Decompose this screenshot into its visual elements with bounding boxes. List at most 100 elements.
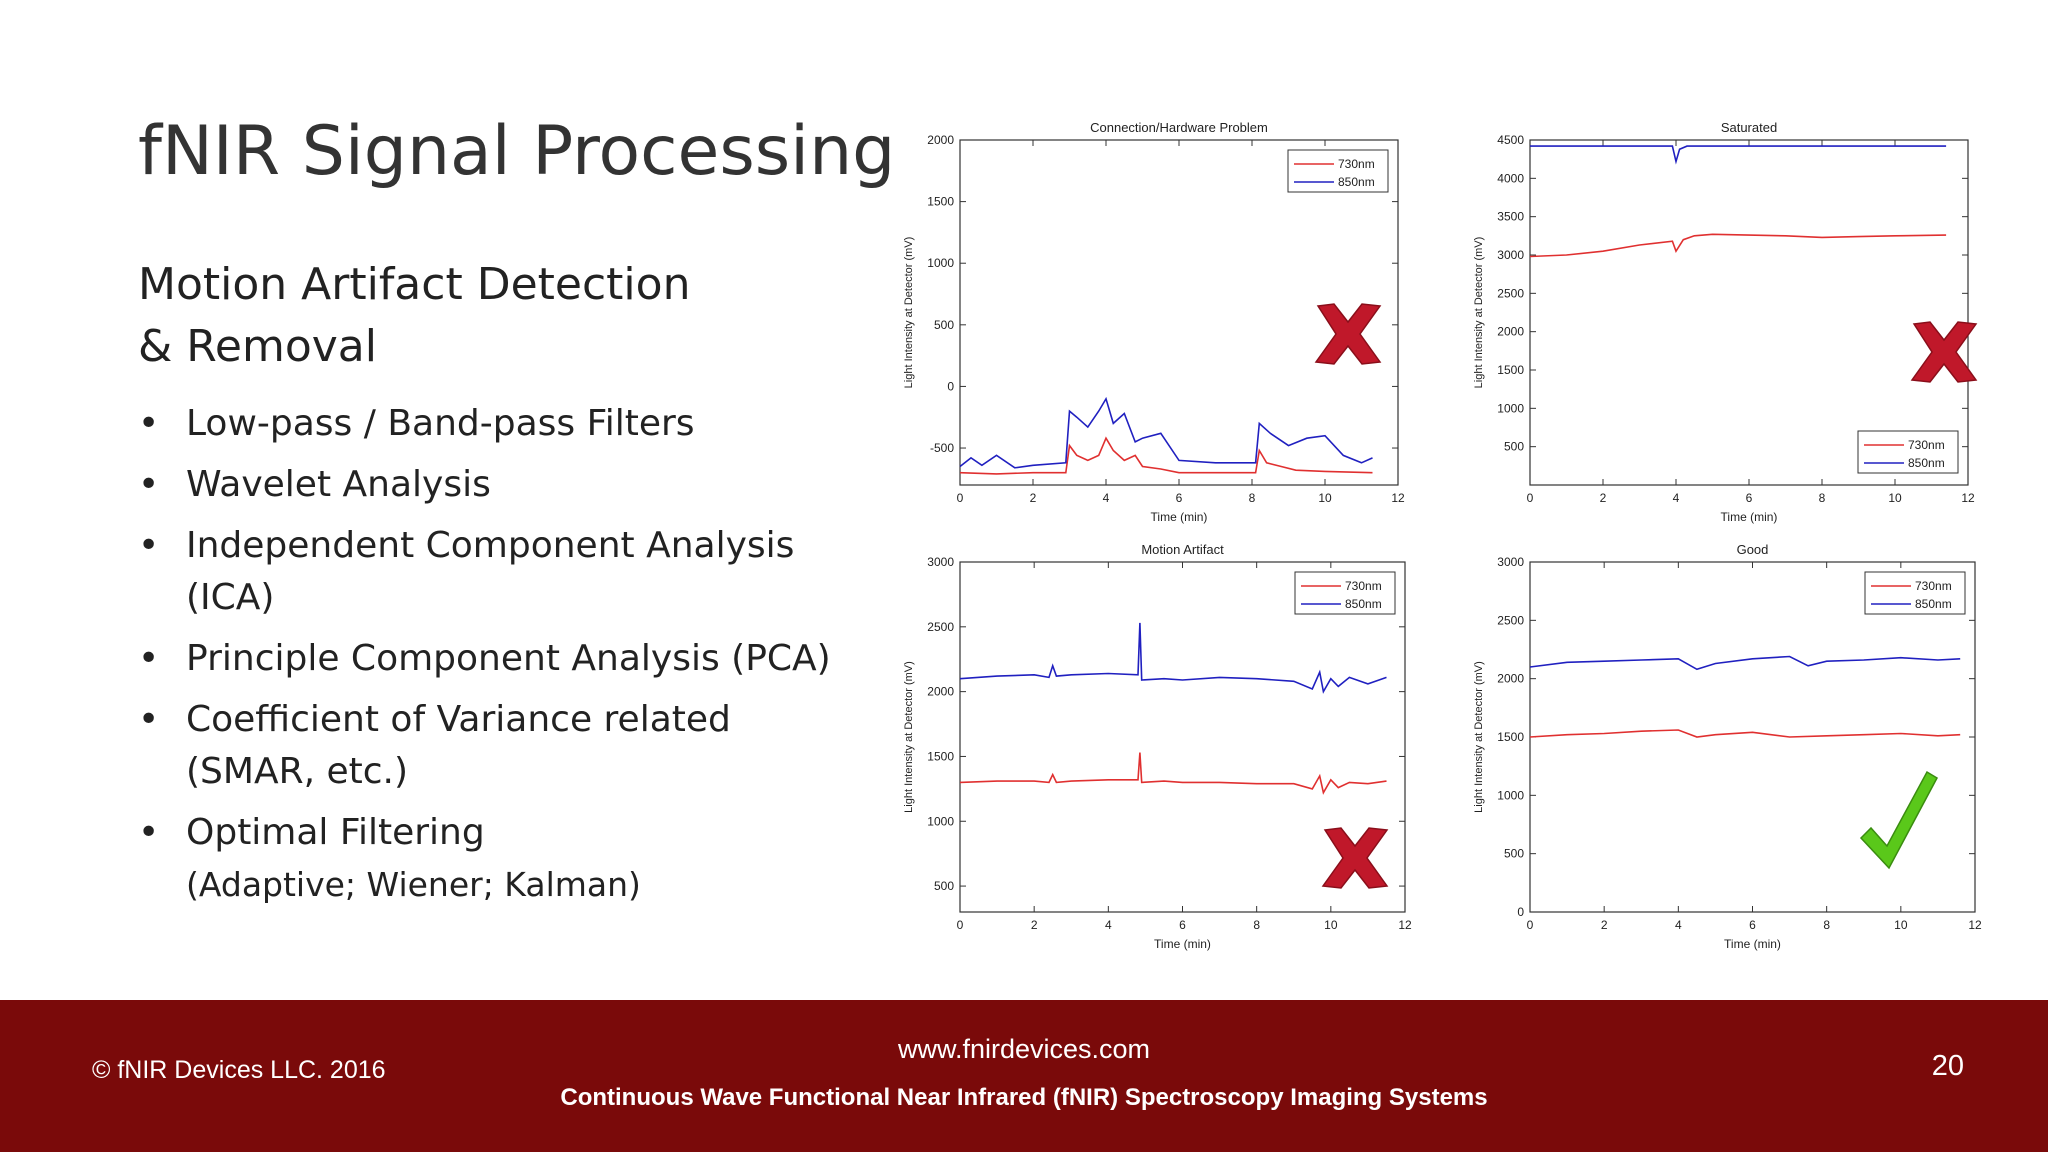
y-tick-label: 2500 bbox=[1497, 286, 1524, 300]
y-tick-label: 0 bbox=[1517, 905, 1524, 919]
plot-frame bbox=[1529, 139, 1969, 486]
y-tick-label: 4500 bbox=[1497, 133, 1524, 147]
plot-frame bbox=[1529, 561, 1976, 913]
y-tick-label: 1500 bbox=[1497, 730, 1524, 744]
x-tick-label: 10 bbox=[1894, 918, 1908, 932]
y-tick-label: 2000 bbox=[1497, 672, 1524, 686]
bullet-text: Wavelet Analysis bbox=[186, 464, 491, 505]
slide-subtitle: Motion Artifact Detection & Removal bbox=[138, 254, 758, 378]
x-tick-label: 2 bbox=[1600, 491, 1607, 505]
x-tick-label: 12 bbox=[1968, 918, 1982, 932]
bullet-item: • Low-pass / Band-pass Filters bbox=[138, 398, 838, 450]
green-check-shape bbox=[1859, 770, 1938, 870]
chart-panel: Saturated 0 2 4 6 8 10 12 500 1000 1500 2000 2500 300… bbox=[1473, 120, 1978, 524]
chart-title: Motion Artifact bbox=[1141, 542, 1224, 557]
red-x-shape bbox=[1910, 321, 1978, 383]
bullet-text-continued: (ICA) bbox=[186, 577, 275, 618]
x-axis-label: Time (min) bbox=[1721, 510, 1778, 524]
legend-box bbox=[1857, 430, 1959, 474]
footer-tagline: Continuous Wave Functional Near Infrared… bbox=[560, 1084, 1488, 1111]
x-tick-label: 12 bbox=[1398, 918, 1412, 932]
bullet-list: • Low-pass / Band-pass Filters • Wavelet… bbox=[138, 398, 838, 920]
y-tick-label: 2000 bbox=[1497, 325, 1524, 339]
series-line-850nm bbox=[1530, 145, 1947, 165]
red-x-icon bbox=[1321, 827, 1389, 889]
x-tick-label: 0 bbox=[1527, 918, 1534, 932]
bullet-dot-icon: • bbox=[138, 699, 160, 740]
footer-url: www.fnirdevices.com bbox=[897, 1034, 1151, 1064]
bullet-dot-icon: • bbox=[138, 525, 160, 566]
y-tick-label: 1000 bbox=[927, 814, 954, 828]
y-tick-label: 1500 bbox=[927, 749, 954, 763]
x-tick-label: 2 bbox=[1031, 918, 1038, 932]
x-tick-label: 10 bbox=[1318, 491, 1332, 505]
y-tick-label: 1000 bbox=[1497, 401, 1524, 415]
legend-box bbox=[1294, 571, 1396, 615]
bullet-dot-icon: • bbox=[138, 812, 160, 853]
y-tick-label: 3000 bbox=[1497, 555, 1524, 569]
y-tick-label: 4000 bbox=[1497, 171, 1524, 185]
legend-box bbox=[1864, 571, 1966, 615]
x-axis-label: Time (min) bbox=[1151, 510, 1208, 524]
y-tick-label: 2500 bbox=[1497, 613, 1524, 627]
y-axis-label: Light Intensity at Detector (mV) bbox=[1473, 661, 1485, 813]
bullet-text-continued: (Adaptive; Wiener; Kalman) bbox=[186, 865, 641, 904]
x-tick-label: 6 bbox=[1179, 918, 1186, 932]
x-tick-label: 6 bbox=[1749, 918, 1756, 932]
x-tick-label: 0 bbox=[1527, 491, 1534, 505]
y-tick-label: 2500 bbox=[927, 620, 954, 634]
x-tick-label: 12 bbox=[1961, 491, 1975, 505]
bullet-item: • Optimal Filtering (Adaptive; Wiener; K… bbox=[138, 807, 838, 911]
bullet-text: Independent Component Analysis bbox=[186, 525, 795, 566]
bullet-text: Low-pass / Band-pass Filters bbox=[186, 403, 695, 444]
x-tick-label: 8 bbox=[1249, 491, 1256, 505]
x-tick-label: 8 bbox=[1823, 918, 1830, 932]
x-axis-label: Time (min) bbox=[1724, 937, 1781, 951]
y-tick-label: 500 bbox=[1504, 847, 1524, 861]
y-tick-label: 3000 bbox=[927, 555, 954, 569]
y-tick-label: 1000 bbox=[1497, 788, 1524, 802]
subtitle-line-2: & Removal bbox=[138, 321, 377, 372]
bullet-text-continued: (SMAR, etc.) bbox=[186, 751, 409, 792]
chart-grid: Connection/Hardware Problem 0 2 4 6 8 10 12 -500… bbox=[903, 120, 1982, 951]
y-axis-label: Light Intensity at Detector (mV) bbox=[903, 237, 915, 389]
chart-title: Good bbox=[1737, 542, 1769, 557]
bullet-item: • Independent Component Analysis (ICA) bbox=[138, 520, 838, 624]
footer-copyright: © fNIR Devices LLC. 2016 bbox=[92, 1056, 386, 1084]
legend-label: 730nm bbox=[1345, 579, 1382, 593]
red-x-shape bbox=[1321, 827, 1389, 889]
x-tick-label: 4 bbox=[1673, 491, 1680, 505]
plot-frame bbox=[959, 561, 1406, 913]
y-tick-label: -500 bbox=[930, 441, 954, 455]
y-tick-label: 0 bbox=[947, 379, 954, 393]
x-axis-label: Time (min) bbox=[1154, 937, 1211, 951]
x-tick-label: 10 bbox=[1888, 491, 1902, 505]
chart-title: Connection/Hardware Problem bbox=[1090, 120, 1268, 135]
x-tick-label: 0 bbox=[957, 918, 964, 932]
red-x-shape bbox=[1314, 303, 1382, 365]
x-tick-label: 10 bbox=[1324, 918, 1338, 932]
subtitle-line-1: Motion Artifact Detection bbox=[138, 259, 691, 310]
y-tick-label: 500 bbox=[934, 879, 954, 893]
red-x-icon bbox=[1314, 303, 1382, 365]
bullet-item: • Coefficient of Variance related (SMAR,… bbox=[138, 694, 838, 798]
page-number: 20 bbox=[1931, 1050, 1964, 1082]
x-tick-label: 8 bbox=[1819, 491, 1826, 505]
legend-label: 850nm bbox=[1338, 175, 1375, 189]
legend-box bbox=[1287, 149, 1389, 193]
y-axis-label: Light Intensity at Detector (mV) bbox=[1473, 237, 1485, 389]
legend-label: 730nm bbox=[1338, 157, 1375, 171]
bullet-item: • Principle Component Analysis (PCA) bbox=[138, 633, 838, 685]
legend-label: 730nm bbox=[1915, 579, 1952, 593]
red-x-icon bbox=[1910, 321, 1978, 383]
slide-title: fNIR Signal Processing bbox=[138, 112, 896, 191]
legend-label: 850nm bbox=[1915, 597, 1952, 611]
x-tick-label: 4 bbox=[1105, 918, 1112, 932]
x-tick-label: 0 bbox=[957, 491, 964, 505]
chart-panel: Motion Artifact 0 2 4 6 8 10 12 500 1000 1500 2000 2… bbox=[903, 542, 1412, 951]
y-tick-label: 1500 bbox=[927, 195, 954, 209]
bullet-text: Optimal Filtering bbox=[186, 812, 485, 853]
x-tick-label: 4 bbox=[1103, 491, 1110, 505]
y-tick-label: 3500 bbox=[1497, 210, 1524, 224]
y-tick-label: 2000 bbox=[927, 685, 954, 699]
